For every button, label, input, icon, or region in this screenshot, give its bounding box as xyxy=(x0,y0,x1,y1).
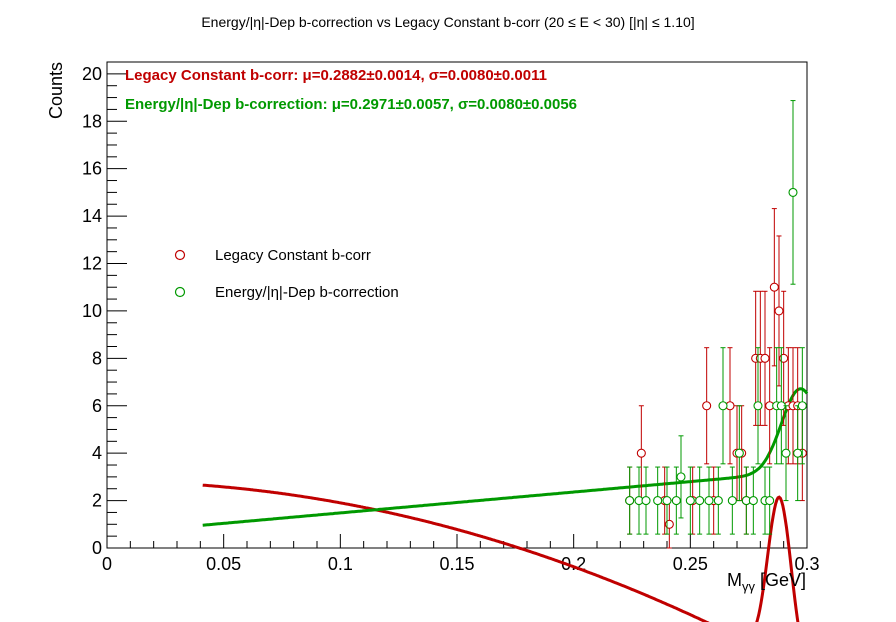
y-tick-label: 0 xyxy=(92,538,102,558)
x-tick-label: 0.15 xyxy=(439,554,474,574)
x-axis-label-sub: γγ xyxy=(742,579,756,594)
x-tick-label: 0.25 xyxy=(673,554,708,574)
fit-label-edep: Energy/|η|-Dep b-correction: μ=0.2971±0.… xyxy=(125,96,577,113)
data-point-edep xyxy=(662,496,672,506)
data-point-edep xyxy=(781,448,791,458)
y-tick-label: 6 xyxy=(92,396,102,416)
y-tick-label: 2 xyxy=(92,491,102,511)
x-axis-label-unit: [GeV] xyxy=(755,570,806,590)
plot-area xyxy=(106,61,808,549)
data-point-edep xyxy=(676,472,686,482)
fit-curve-edep xyxy=(202,387,809,527)
data-point-edep xyxy=(685,496,695,506)
legend-label-legacy: Legacy Constant b-corr xyxy=(215,247,371,264)
data-point-edep xyxy=(797,401,807,411)
data-point-edep xyxy=(653,496,663,506)
data-point-legacy xyxy=(636,448,646,458)
data-point-edep xyxy=(641,496,651,506)
data-point-legacy xyxy=(774,306,784,316)
data-point-edep xyxy=(734,448,744,458)
data-point-edep xyxy=(788,187,798,197)
data-point-legacy xyxy=(769,282,779,292)
y-axis-label: Counts xyxy=(46,62,66,119)
data-point-edep xyxy=(748,496,758,506)
data-point-legacy xyxy=(702,401,712,411)
y-tick-label: 8 xyxy=(92,348,102,368)
data-point-edep xyxy=(704,496,714,506)
data-point-edep xyxy=(793,448,803,458)
legend: Legacy Constant b-corr Energy/|η|-Dep b-… xyxy=(174,247,399,301)
y-tick-label: 14 xyxy=(82,206,102,226)
x-tick-label: 0 xyxy=(102,554,112,574)
x-tick-label: 0.05 xyxy=(206,554,241,574)
data-point-edep xyxy=(765,496,775,506)
y-tick-label: 16 xyxy=(82,159,102,179)
legend-marker-edep xyxy=(174,286,186,298)
legend-marker-legacy xyxy=(174,249,186,261)
fit-label-legacy: Legacy Constant b-corr: μ=0.2882±0.0014,… xyxy=(125,67,547,84)
data-point-legacy xyxy=(760,353,770,363)
x-tick-label: 0.3 xyxy=(794,554,819,574)
x-axis-label-main: M xyxy=(727,570,742,590)
plot-frame xyxy=(106,61,808,549)
y-tick-label: 12 xyxy=(82,254,102,274)
data-point-edep xyxy=(727,496,737,506)
y-tick-label: 20 xyxy=(82,64,102,84)
legend-label-edep: Energy/|η|-Dep b-correction xyxy=(215,284,399,301)
data-point-edep xyxy=(625,496,635,506)
chart-title: Energy/|η|-Dep b-correction vs Legacy Co… xyxy=(201,14,694,30)
data-point-edep xyxy=(695,496,705,506)
y-tick-label: 10 xyxy=(82,301,102,321)
x-tick-label: 0.1 xyxy=(328,554,353,574)
data-points xyxy=(625,100,807,549)
y-tick-label: 4 xyxy=(92,443,102,463)
data-point-edep xyxy=(753,401,763,411)
data-point-edep xyxy=(671,496,681,506)
x-axis-label: Mγγ [GeV] xyxy=(727,570,806,594)
data-point-edep xyxy=(718,401,728,411)
fit-curve-legacy xyxy=(202,483,800,622)
data-point-edep xyxy=(713,496,723,506)
y-tick-label: 18 xyxy=(82,111,102,131)
fit-curves xyxy=(202,387,809,622)
